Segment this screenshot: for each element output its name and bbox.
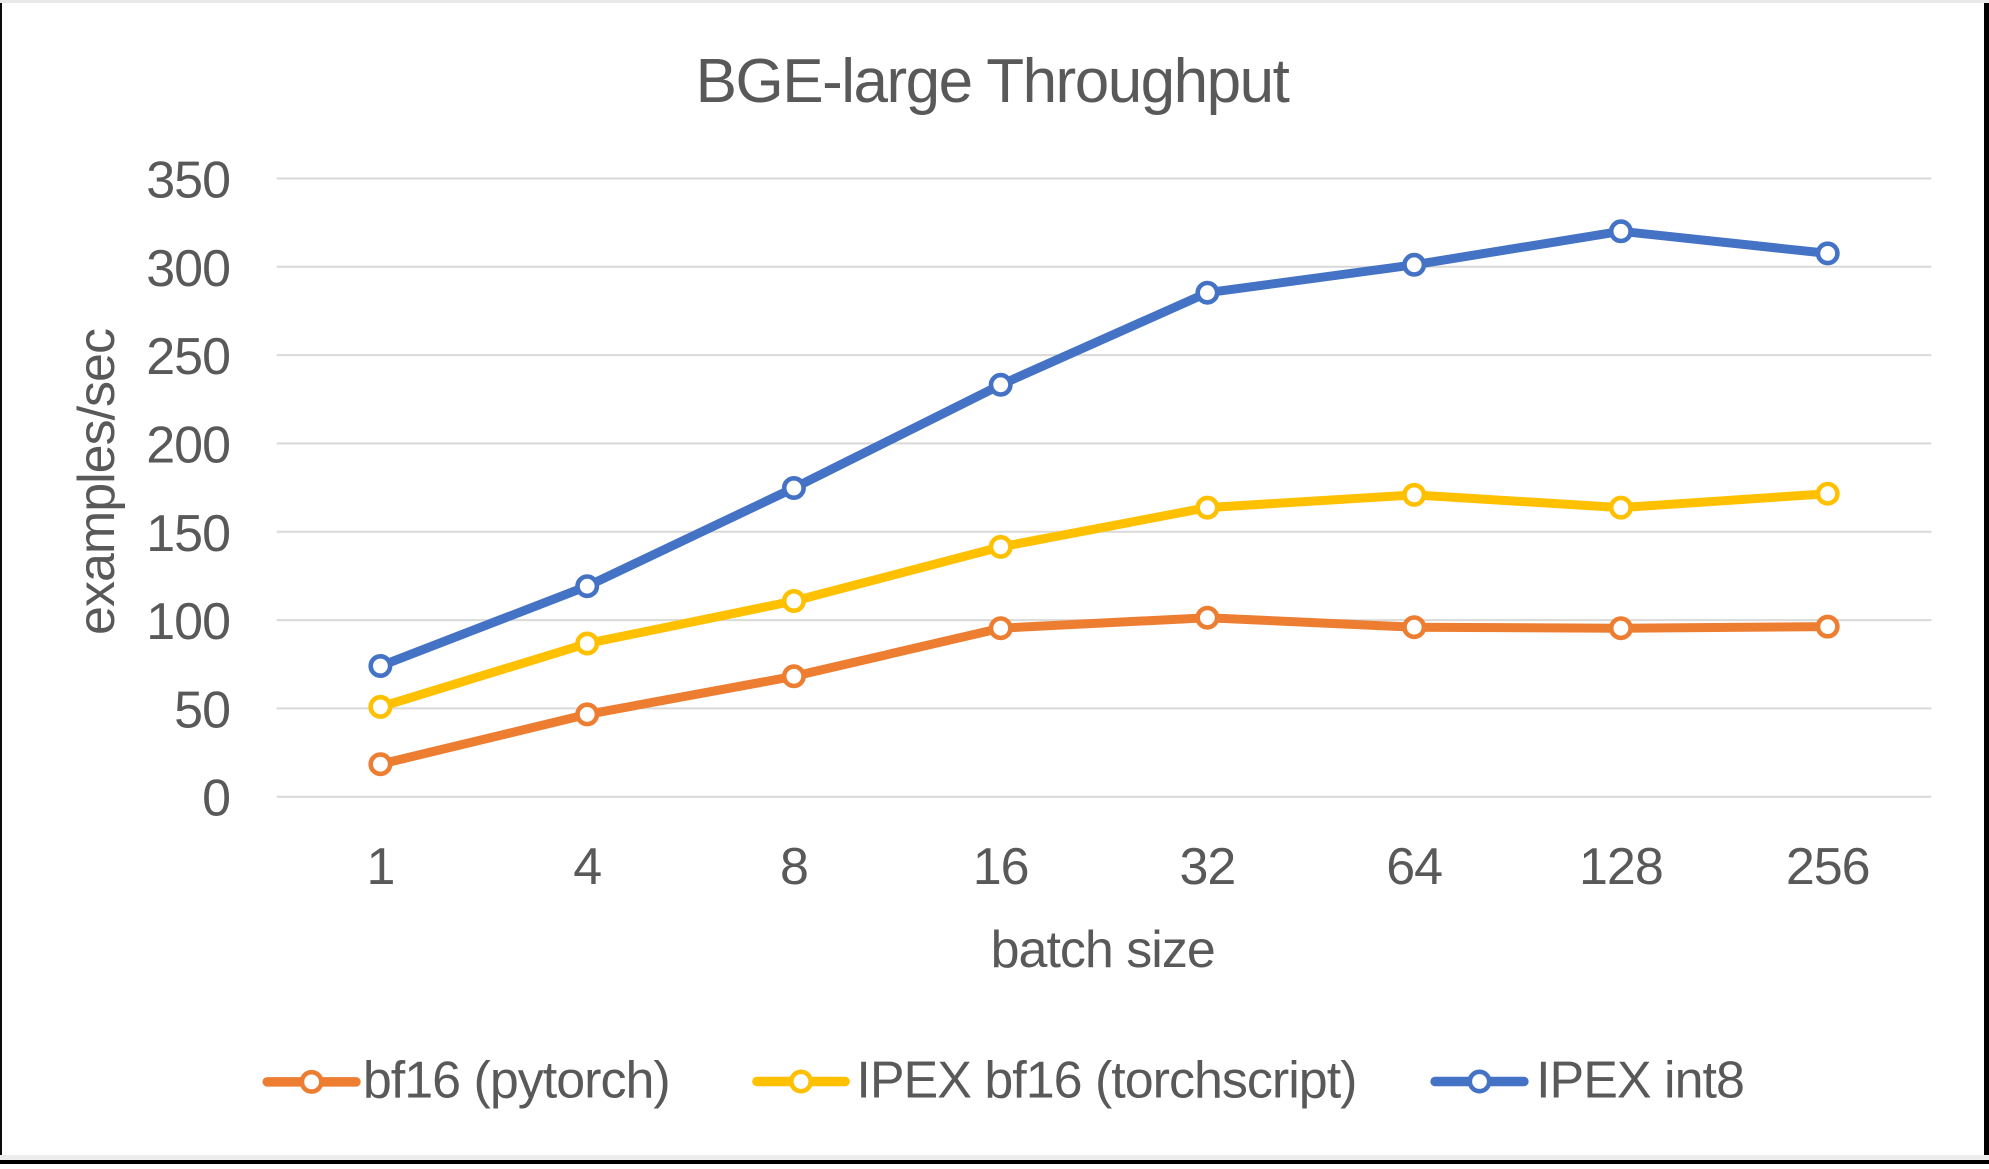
svg-text:1: 1 (366, 838, 394, 896)
svg-text:100: 100 (146, 593, 230, 651)
svg-text:350: 350 (146, 152, 230, 210)
svg-text:8: 8 (780, 838, 808, 896)
svg-text:200: 200 (146, 416, 230, 474)
svg-text:4: 4 (573, 838, 601, 896)
svg-text:IPEX int8: IPEX int8 (1536, 1052, 1744, 1110)
svg-text:BGE-large Throughput: BGE-large Throughput (696, 47, 1290, 116)
svg-text:IPEX bf16 (torchscript): IPEX bf16 (torchscript) (856, 1052, 1356, 1110)
svg-text:300: 300 (146, 240, 230, 298)
svg-text:50: 50 (174, 681, 230, 739)
svg-text:0: 0 (202, 770, 230, 828)
svg-text:64: 64 (1386, 838, 1442, 896)
svg-text:256: 256 (1786, 838, 1870, 896)
svg-text:examples/sec: examples/sec (68, 329, 126, 635)
svg-text:batch size: batch size (991, 921, 1215, 979)
svg-text:32: 32 (1179, 838, 1235, 896)
svg-text:bf16 (pytorch): bf16 (pytorch) (363, 1052, 670, 1110)
svg-text:250: 250 (146, 328, 230, 386)
svg-text:128: 128 (1579, 838, 1663, 896)
svg-text:16: 16 (973, 838, 1029, 896)
svg-text:150: 150 (146, 505, 230, 563)
